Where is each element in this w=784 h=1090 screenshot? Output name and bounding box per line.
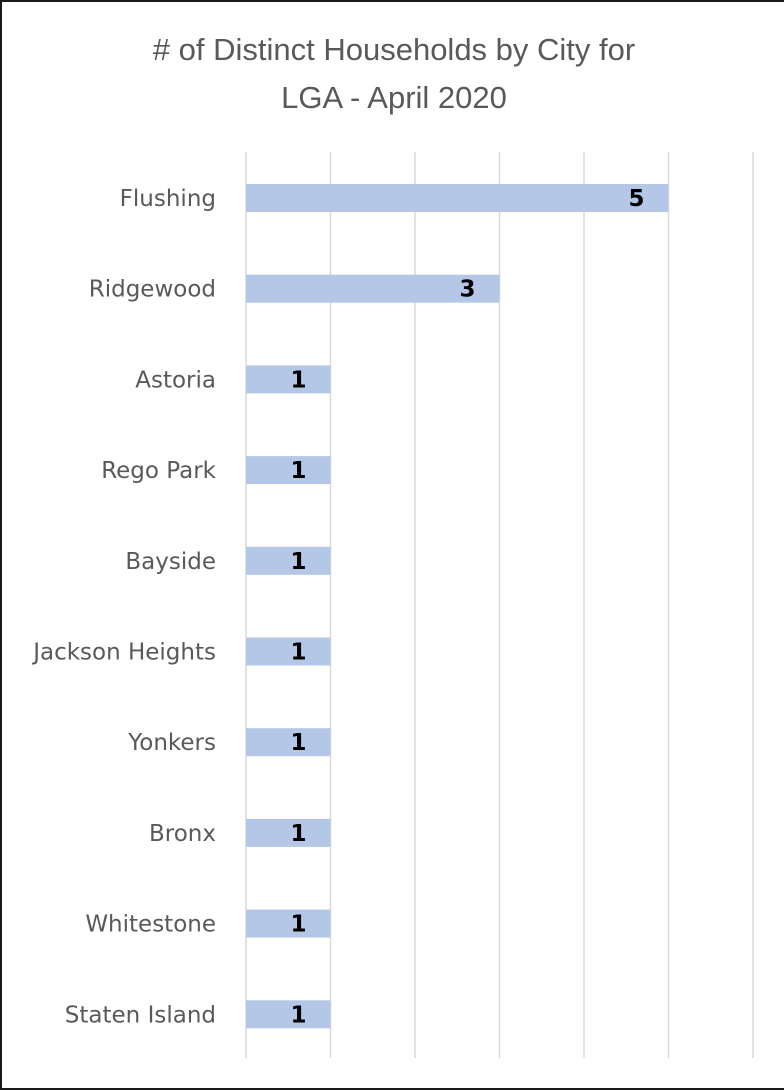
- chart-title-line-2: LGA - April 2020: [281, 80, 507, 115]
- category-label: Staten Island: [65, 1002, 216, 1028]
- category-label: Flushing: [120, 186, 216, 212]
- category-label: Yonkers: [127, 730, 216, 756]
- gridlines: [245, 152, 754, 1058]
- bars: [246, 184, 669, 1029]
- bar: [246, 365, 331, 394]
- bar: [246, 274, 500, 303]
- data-label: 1: [290, 640, 306, 666]
- chart-title-line-1: # of Distinct Households by City for: [152, 32, 636, 67]
- category-label: Bayside: [125, 549, 216, 575]
- category-label: Rego Park: [101, 458, 216, 484]
- data-label: 1: [290, 912, 306, 938]
- bar: [246, 546, 331, 575]
- category-label: Astoria: [135, 367, 216, 393]
- chart-title: # of Distinct Households by City for LGA…: [2, 26, 784, 122]
- data-label: 1: [290, 549, 306, 575]
- bar: [246, 1000, 331, 1029]
- data-label: 1: [290, 458, 306, 484]
- category-label: Ridgewood: [89, 277, 216, 303]
- category-label: Bronx: [149, 821, 216, 847]
- bar: [246, 184, 669, 212]
- bar: [246, 818, 331, 847]
- data-label: 1: [290, 730, 306, 756]
- data-labels: 5 3 1 1 1 1 1 1 1 1: [290, 186, 644, 1028]
- bar: [246, 637, 331, 666]
- data-label: 1: [290, 1002, 306, 1028]
- data-label: 5: [628, 186, 644, 212]
- bar: [246, 456, 331, 485]
- bar: [246, 909, 331, 938]
- category-labels: Flushing Ridgewood Astoria Rego Park Bayside…: [31, 186, 216, 1028]
- data-label: 3: [459, 277, 475, 303]
- data-label: 1: [290, 367, 306, 393]
- data-label: 1: [290, 821, 306, 847]
- bar: [246, 728, 331, 757]
- category-label: Whitestone: [85, 912, 216, 938]
- category-label: Jackson Heights: [31, 640, 216, 666]
